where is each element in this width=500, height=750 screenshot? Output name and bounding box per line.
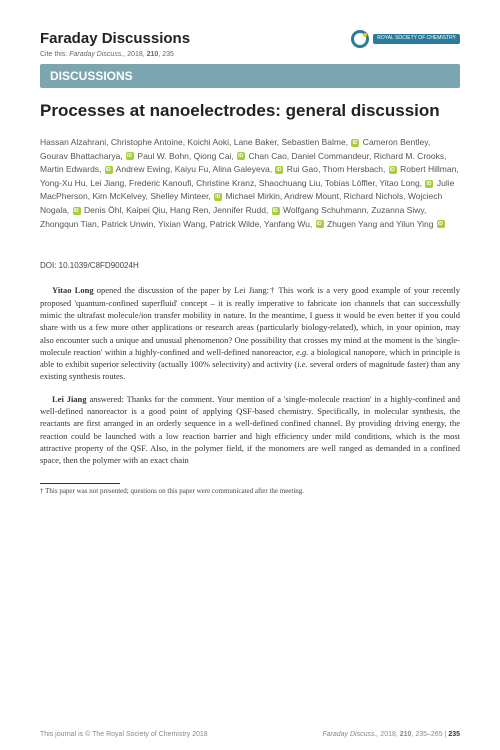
- discussion-paragraph: Yitao Long opened the discussion of the …: [40, 284, 460, 383]
- orcid-icon: [73, 207, 81, 215]
- italic-text: i.e.: [297, 359, 307, 369]
- discussion-paragraph: Lei Jiang answered: Thanks for the comme…: [40, 393, 460, 467]
- footnote: † This paper was not presented; question…: [40, 487, 460, 495]
- doi: DOI: 10.1039/C8FD90024H: [40, 261, 460, 270]
- orcid-icon: [425, 180, 433, 188]
- rsc-label: ROYAL SOCIETY OF CHEMISTRY: [373, 34, 460, 44]
- cite-volume: 210: [147, 51, 159, 58]
- orcid-icon: [214, 193, 222, 201]
- paragraph-text: answered: Thanks for the comment. Your m…: [40, 394, 460, 466]
- orcid-icon: [351, 139, 359, 147]
- cite-prefix: Cite this:: [40, 51, 69, 58]
- orcid-icon: [237, 152, 245, 160]
- cite-line: Cite this: Faraday Discuss., 2018, 210, …: [40, 51, 460, 58]
- journal-title: Faraday Discussions: [40, 30, 190, 47]
- footer-citation: Faraday Discuss., 2018, 210, 235–265 | 2…: [322, 731, 460, 738]
- orcid-icon: [437, 220, 445, 228]
- cite-journal: Faraday Discuss.,: [69, 51, 127, 58]
- footnote-rule: [40, 483, 120, 484]
- speaker-name: Yitao Long: [52, 285, 94, 295]
- page-header: Faraday Discussions ROYAL SOCIETY OF CHE…: [40, 30, 460, 48]
- cite-year: 2018,: [127, 51, 146, 58]
- italic-text: e.g.: [296, 347, 308, 357]
- orcid-icon: [126, 152, 134, 160]
- orcid-icon: [105, 166, 113, 174]
- orcid-icon: [275, 166, 283, 174]
- page-footer: This journal is © The Royal Society of C…: [40, 731, 460, 738]
- orcid-icon: [316, 220, 324, 228]
- orcid-icon: [272, 207, 280, 215]
- section-bar: DISCUSSIONS: [40, 64, 460, 88]
- page-number: 235: [448, 731, 460, 738]
- cite-page: , 235: [158, 51, 174, 58]
- rsc-badge: ROYAL SOCIETY OF CHEMISTRY: [351, 30, 460, 48]
- article-title: Processes at nanoelectrodes: general dis…: [40, 100, 460, 122]
- footer-copyright: This journal is © The Royal Society of C…: [40, 731, 208, 738]
- rsc-logo-icon: [351, 30, 369, 48]
- speaker-name: Lei Jiang: [52, 394, 87, 404]
- author-list: Hassan Alzahrani, Christophe Antoine, Ko…: [40, 136, 460, 231]
- orcid-icon: [389, 166, 397, 174]
